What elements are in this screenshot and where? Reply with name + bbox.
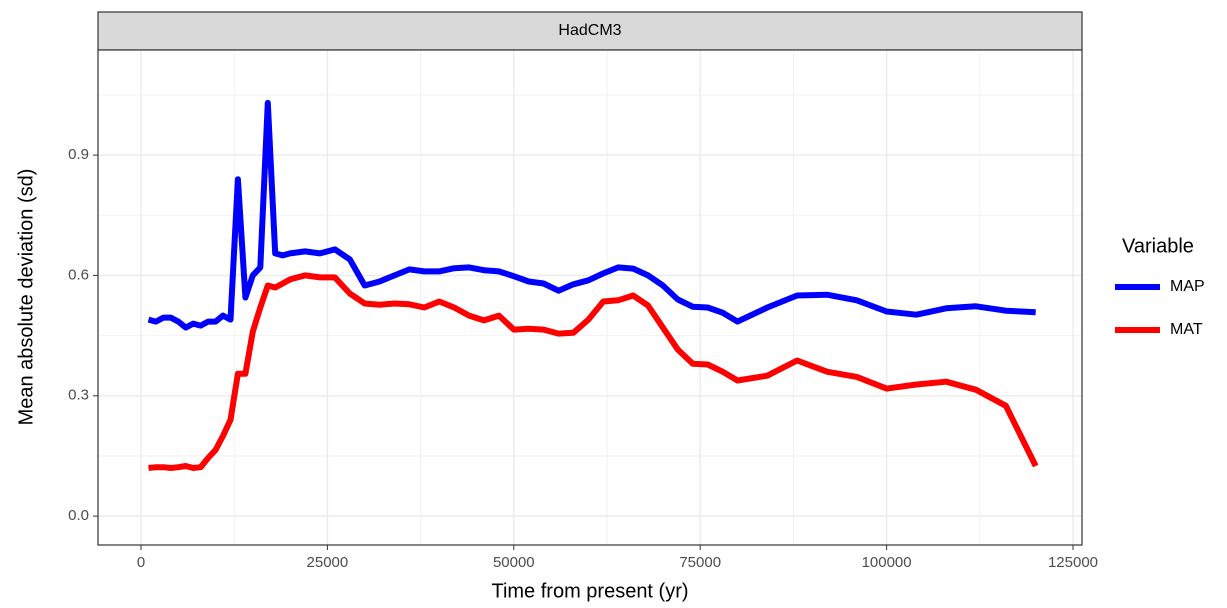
strip [97, 11, 1083, 51]
y-tick-label: 0.0 [68, 507, 89, 524]
legend-label: MAP [1170, 278, 1205, 295]
data-line [147, 99, 1036, 331]
panel-border [97, 49, 1083, 546]
data-line [148, 272, 1039, 471]
y-tick-label: 0.9 [68, 146, 89, 163]
y-axis-label: Mean absolute deviation (sd) [15, 169, 37, 426]
strip-label: HadCM3 [558, 22, 621, 39]
legend-label: MAT [1170, 321, 1203, 338]
x-tick-label: 25000 [307, 554, 349, 571]
y-tick-label: 0.6 [68, 266, 89, 283]
x-tick-label: 50000 [493, 554, 535, 571]
x-tick-label: 100000 [862, 554, 912, 571]
legend-title: Variable [1122, 235, 1194, 257]
y-tick-label: 0.3 [68, 387, 89, 404]
x-tick-label: 75000 [679, 554, 721, 571]
x-axis-label: Time from present (yr) [491, 580, 688, 602]
x-tick-label: 0 [137, 554, 145, 571]
x-tick-label: 125000 [1048, 554, 1098, 571]
